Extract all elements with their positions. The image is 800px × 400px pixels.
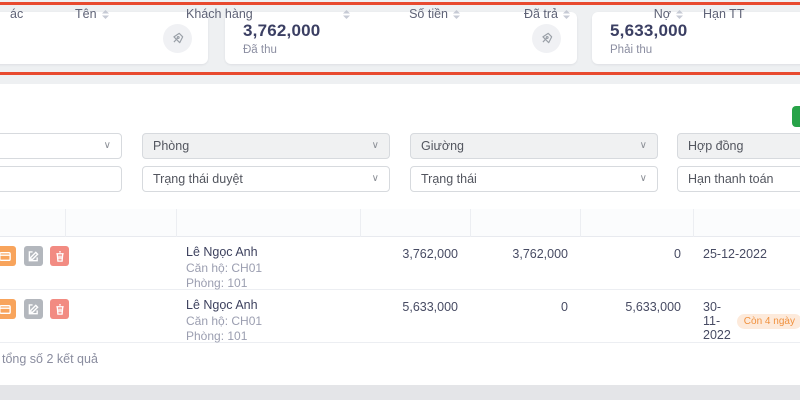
summary-card-collected: 3,762,000 Đã thu	[225, 12, 577, 64]
delete-button[interactable]	[50, 299, 69, 319]
summary-card-receivable: 5,633,000 Phải thu	[592, 12, 800, 64]
header-actions: ác	[10, 7, 24, 21]
debt-cell: 0	[674, 247, 681, 261]
payment-due-input[interactable]: Hạn thanh toán	[677, 166, 800, 192]
add-button[interactable]	[792, 106, 800, 127]
results-count: tổng số 2 kết quả	[2, 352, 98, 366]
paid-cell: 3,762,000	[512, 247, 568, 261]
customer-name: Lê Ngọc Anh	[186, 245, 258, 259]
header-amount[interactable]: Số tiền	[360, 0, 470, 28]
sort-icon[interactable]	[563, 9, 570, 19]
header-paid[interactable]: Đã trả	[470, 0, 580, 28]
paid-cell: 0	[561, 300, 568, 314]
header-debt[interactable]: Nợ	[580, 0, 693, 28]
first-select[interactable]: ∨	[0, 133, 122, 159]
first-input[interactable]	[0, 166, 122, 192]
bed-select[interactable]: Giường ∨	[410, 133, 658, 159]
chevron-down-icon: ∨	[639, 173, 647, 184]
customer-room: Phòng: 101	[186, 329, 248, 343]
sort-icon[interactable]	[343, 9, 350, 19]
room-select-label: Phòng	[153, 139, 190, 153]
amount-cell: 5,633,000	[402, 300, 458, 314]
customer-cell: Lê Ngọc Anh Căn hộ: CH01 Phòng: 101	[186, 298, 262, 345]
contract-select[interactable]: Hợp đồng	[677, 133, 800, 159]
header-due: Hạn TT	[703, 7, 745, 21]
collected-label: Đã thu	[243, 43, 277, 56]
highlight-border-top	[0, 2, 800, 5]
payment-button[interactable]	[0, 299, 16, 319]
pen-icon[interactable]	[163, 23, 192, 53]
contract-select-label: Hợp đồng	[688, 139, 744, 153]
chevron-down-icon: ∨	[103, 140, 111, 151]
sort-icon[interactable]	[101, 9, 109, 19]
room-select[interactable]: Phòng ∨	[142, 133, 390, 159]
table-row: Lê Ngọc Anh Căn hộ: CH01 Phòng: 101 3,76…	[0, 237, 800, 290]
customer-name: Lê Ngọc Anh	[186, 298, 258, 312]
payment-due-label: Hạn thanh toán	[688, 172, 774, 186]
chevron-down-icon: ∨	[371, 140, 379, 151]
highlight-border-bottom	[0, 72, 800, 75]
due-date: 25-12-2022	[703, 247, 767, 261]
due-date: 30-11-2022	[703, 300, 731, 342]
due-cell: 25-12-2022	[703, 247, 767, 261]
customer-cell: Lê Ngọc Anh Căn hộ: CH01 Phòng: 101	[186, 245, 262, 292]
table-header	[0, 209, 800, 237]
chevron-down-icon: ∨	[639, 140, 647, 151]
approval-status-select[interactable]: Trạng thái duyệt ∨	[142, 166, 390, 192]
due-cell: 30-11-2022 Còn 4 ngày	[703, 300, 800, 342]
customer-apartment: Căn hộ: CH01	[186, 260, 263, 275]
pen-icon[interactable]	[532, 23, 561, 53]
table-row: Lê Ngọc Anh Căn hộ: CH01 Phòng: 101 5,63…	[0, 290, 800, 343]
customer-room: Phòng: 101	[186, 276, 248, 290]
summary-card-partial	[0, 12, 208, 64]
sort-icon[interactable]	[676, 9, 683, 19]
receivable-label: Phải thu	[610, 43, 653, 56]
edit-button[interactable]	[24, 299, 43, 319]
status-select-label: Trạng thái	[421, 172, 477, 186]
delete-button[interactable]	[50, 246, 69, 266]
header-customer[interactable]: Khách hàng	[176, 0, 360, 28]
receivable-amount: 5,633,000	[610, 20, 688, 40]
collected-amount: 3,762,000	[243, 20, 321, 40]
approval-status-label: Trạng thái duyệt	[153, 172, 243, 186]
status-select[interactable]: Trạng thái ∨	[410, 166, 658, 192]
customer-apartment: Căn hộ: CH01	[186, 313, 263, 328]
amount-cell: 3,762,000	[402, 247, 458, 261]
edit-button[interactable]	[24, 246, 43, 266]
due-badge: Còn 4 ngày	[736, 313, 800, 329]
debt-cell: 5,633,000	[625, 300, 681, 314]
header-name[interactable]: Tên	[65, 0, 176, 28]
payment-button[interactable]	[0, 246, 16, 266]
chevron-down-icon: ∨	[371, 173, 379, 184]
sort-icon[interactable]	[453, 9, 460, 19]
bottom-strip	[0, 385, 800, 400]
bed-select-label: Giường	[421, 139, 464, 153]
